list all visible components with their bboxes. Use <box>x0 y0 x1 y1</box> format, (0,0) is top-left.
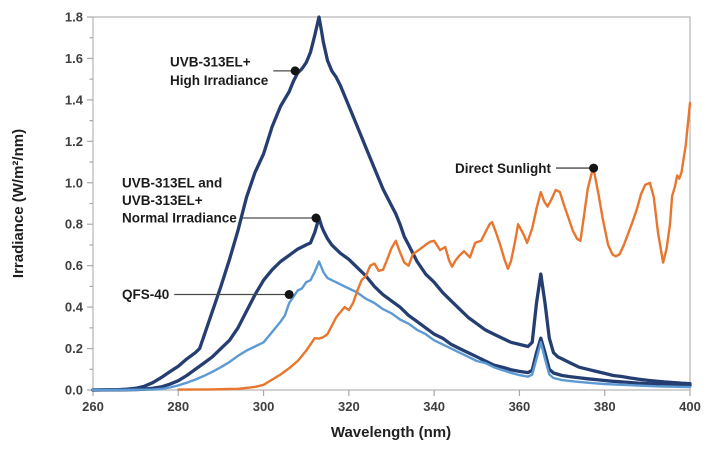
series-lines <box>91 15 692 392</box>
series-line-high-irradiance <box>91 15 692 392</box>
annotation-dot <box>589 163 599 173</box>
x-tick-label: 260 <box>82 399 104 414</box>
x-tick-label: 400 <box>679 399 701 414</box>
annotation-label: UVB-313EL and <box>122 176 222 191</box>
x-tick-label: 320 <box>338 399 360 414</box>
x-tick-label: 280 <box>167 399 189 414</box>
y-tick-label: 1.2 <box>65 134 83 149</box>
annotation-label: UVB-313EL+ <box>122 193 203 208</box>
annotation-dot <box>311 213 321 223</box>
annotation-high-irradiance: UVB-313EL+ High Irradiance <box>170 54 300 88</box>
annotation-label: High Irradiance <box>170 73 269 88</box>
y-tick-label: 0.4 <box>65 300 84 315</box>
x-tick-label: 360 <box>509 399 531 414</box>
annotation-label: Direct Sunlight <box>455 161 552 176</box>
series-line-qfs-40 <box>91 260 692 392</box>
series-line-direct-sunlight <box>177 101 692 391</box>
annotation-qfs-40: QFS-40 <box>122 287 294 302</box>
annotation-normal-irradiance: UVB-313EL and UVB-313EL+ Normal Irradiance <box>122 176 321 226</box>
y-tick-label: 1.0 <box>65 175 83 190</box>
y-tick-label: 0.8 <box>65 217 83 232</box>
x-axis-title: Wavelength (nm) <box>331 424 451 441</box>
annotation-dot <box>284 289 294 299</box>
axis-ticks: 0.0 0.2 0.4 0.6 0.8 1.0 1.2 1.4 1.6 1.8 260 280 300 3… <box>65 10 701 415</box>
x-tick-label: 300 <box>253 399 275 414</box>
series-line-normal-irradiance <box>91 216 692 392</box>
y-tick-label: 0.6 <box>65 258 83 273</box>
x-tick-label: 380 <box>594 399 616 414</box>
annotation-label: Normal Irradiance <box>122 211 237 226</box>
y-tick-label: 0.0 <box>65 383 83 398</box>
y-axis-title: Irradiance (W/m²/nm) <box>10 129 27 278</box>
x-tick-label: 340 <box>423 399 445 414</box>
annotation-label: QFS-40 <box>122 287 169 302</box>
y-tick-label: 1.4 <box>65 92 84 107</box>
annotation-dot <box>290 66 300 76</box>
y-tick-label: 1.8 <box>65 10 83 25</box>
y-tick-label: 1.6 <box>65 51 83 66</box>
y-tick-label: 0.2 <box>65 341 83 356</box>
annotation-direct-sunlight: Direct Sunlight <box>455 161 599 176</box>
annotation-label: UVB-313EL+ <box>170 54 251 69</box>
